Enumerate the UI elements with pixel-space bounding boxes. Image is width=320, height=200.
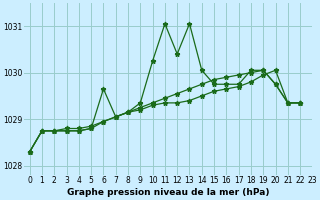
X-axis label: Graphe pression niveau de la mer (hPa): Graphe pression niveau de la mer (hPa) [67,188,269,197]
